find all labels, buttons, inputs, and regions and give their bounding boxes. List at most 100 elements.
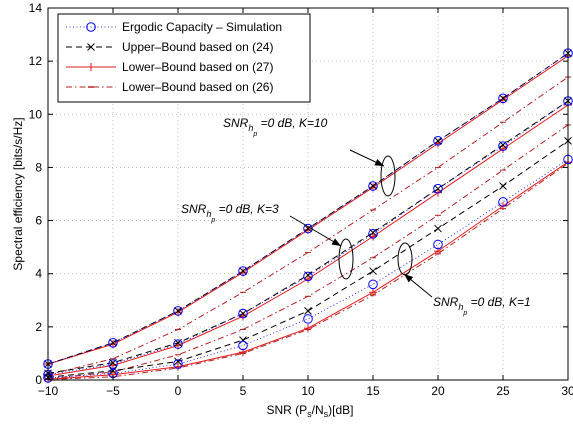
ub24-point-k10 <box>499 94 507 103</box>
arrow-shaft <box>289 215 342 247</box>
x-tick-label: 20 <box>431 384 445 398</box>
ub24-point-k3 <box>239 309 247 318</box>
y-tick-label: 12 <box>29 54 43 68</box>
sim-point-k1 <box>433 239 443 250</box>
legend-item-lb27: Lower–Bound based on (27) <box>66 60 273 74</box>
lb27-point-k1 <box>304 324 312 333</box>
x-stroke-b <box>239 267 247 275</box>
arrow-head <box>404 274 414 283</box>
sim-point-k10 <box>498 93 508 104</box>
annotation-k10: SNRhp =0 dB, K=10 <box>223 116 328 138</box>
ub24-point-k1 <box>434 224 442 233</box>
legend-label-lb26: Lower–Bound based on (26) <box>122 80 273 94</box>
sim-point-k3 <box>108 359 118 369</box>
ub24-point-k1 <box>304 307 312 315</box>
x-stroke-b <box>109 338 117 347</box>
sim-point-k1 <box>498 197 508 207</box>
x-stroke-b <box>174 307 182 315</box>
annotations: SNRhp =0 dB, K=10 SNRhp =0 dB, K=3 SNRhp =… <box>181 116 531 317</box>
x-stroke-b <box>369 182 377 190</box>
legend: Ergodic Capacity – Simulation Upper–Bound… <box>57 13 311 103</box>
ellipse-k3 <box>338 238 354 280</box>
sim-point-k3 <box>498 141 508 151</box>
x-tick-label: 5 <box>240 384 247 398</box>
y-tick-label: 10 <box>29 107 43 121</box>
sim-point-k1 <box>173 359 183 369</box>
axis-ticks: −10 −5 0 5 10 15 20 25 30 0 2 4 6 8 10 12 14 <box>29 1 573 398</box>
ub24-point-k1 <box>499 182 507 190</box>
y-tick-label: 2 <box>35 320 42 334</box>
ub24-point-k10 <box>304 224 312 233</box>
arrow-k10 <box>349 149 385 167</box>
ub24-point-k1 <box>369 267 377 275</box>
sim-point-k3 <box>368 229 378 239</box>
legend-item-sim: Ergodic Capacity – Simulation <box>66 20 282 34</box>
sim-point-k10 <box>173 306 183 316</box>
ub24-point-k10 <box>109 338 117 347</box>
ub24-point-k3 <box>434 184 442 193</box>
x-tick-label: 0 <box>175 384 182 398</box>
sim-point-k10 <box>238 266 248 276</box>
lb27-point-k1 <box>369 288 377 297</box>
x-stroke-b <box>369 267 377 275</box>
sim-point-k3 <box>303 271 313 282</box>
sim-point-k1 <box>303 314 313 324</box>
ub24-point-k10 <box>369 182 377 190</box>
x-stroke-b <box>87 43 95 51</box>
x-tick-label: 10 <box>301 384 315 398</box>
x-tick-label: 25 <box>496 384 510 398</box>
x-axis-label: SNR (Ps/Ns)[dB] <box>266 403 353 419</box>
arrow-k3 <box>289 215 342 247</box>
x-stroke-b <box>434 224 442 233</box>
sim-point-k3 <box>433 183 443 194</box>
x-stroke-b <box>304 224 312 233</box>
lb27-line-k1 <box>47 161 569 380</box>
ub24-point-k1 <box>239 336 247 344</box>
legend-marker-lb27 <box>87 63 95 71</box>
legend-item-lb26: Lower–Bound based on (26) <box>66 80 273 94</box>
legend-label-sim: Ergodic Capacity – Simulation <box>122 20 282 34</box>
x-stroke-b <box>499 182 507 190</box>
x-stroke-b <box>434 184 442 193</box>
x-tick-label: 30 <box>561 384 573 398</box>
chart-series <box>43 48 573 384</box>
y-tick-label: 4 <box>35 267 42 281</box>
x-stroke-b <box>239 309 247 318</box>
sim-point-k1 <box>368 279 378 290</box>
sim-point-k3 <box>238 308 248 319</box>
sim-line-k3 <box>47 100 569 376</box>
ub24-point-k10 <box>239 267 247 275</box>
ub24-point-k1 <box>109 366 117 375</box>
y-tick-label: 14 <box>29 1 43 15</box>
legend-label-ub24: Upper–Bound based on (24) <box>122 40 273 54</box>
sim-point-k10 <box>368 181 378 191</box>
y-tick-label: 8 <box>35 160 42 174</box>
x-tick-label: −5 <box>106 384 120 398</box>
ellipse-k1 <box>397 242 413 276</box>
x-tick-label: −10 <box>38 384 59 398</box>
series-group-k1 <box>43 137 573 384</box>
annotation-k3: SNRhp =0 dB, K=3 <box>181 202 279 224</box>
sim-point-k1 <box>238 340 248 351</box>
ub24-point-k1 <box>174 357 182 366</box>
ellipse-k10 <box>380 155 396 197</box>
legend-item-ub24: Upper–Bound based on (24) <box>66 40 273 54</box>
lb27-point-k3 <box>499 144 507 153</box>
x-tick-label: 15 <box>366 384 380 398</box>
x-stroke-b <box>109 366 117 375</box>
x-stroke-b <box>304 307 312 315</box>
y-axis-label: Spectral efficiency [bits/s/Hz] <box>11 117 25 270</box>
annotation-k1: SNRhp =0 dB, K=1 <box>433 295 531 317</box>
sim-point-k3 <box>173 339 183 349</box>
legend-label-lb27: Lower–Bound based on (27) <box>122 60 273 74</box>
lb26-line-k1 <box>47 162 569 380</box>
y-tick-label: 6 <box>35 214 42 228</box>
lb27-point-k3 <box>304 275 312 284</box>
ub24-point-k10 <box>174 307 182 315</box>
sim-point-k10 <box>433 136 443 146</box>
x-stroke-b <box>239 336 247 344</box>
arrow-k1 <box>403 273 433 298</box>
legend-box <box>57 13 311 103</box>
series-group-k3 <box>43 96 573 381</box>
